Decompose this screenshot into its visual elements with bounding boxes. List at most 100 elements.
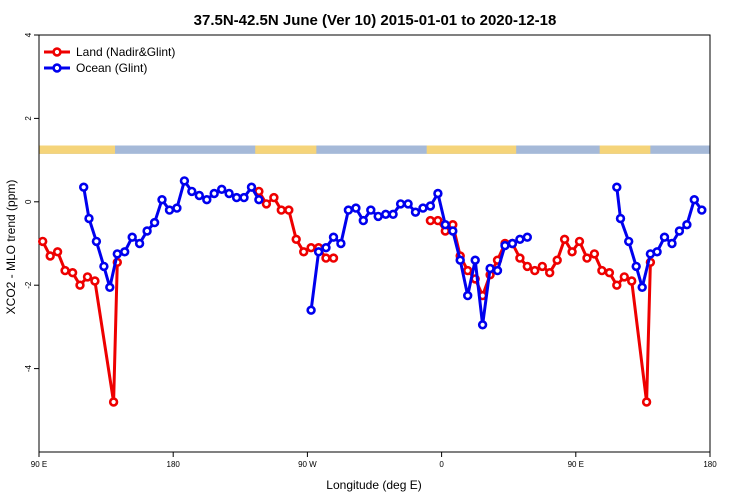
series-ocean-point bbox=[91, 236, 102, 247]
series-ocean-point bbox=[388, 209, 398, 220]
series-ocean-point bbox=[373, 211, 383, 222]
series-ocean-point bbox=[455, 255, 465, 265]
series-ocean-point bbox=[351, 203, 361, 213]
series-ocean-point bbox=[623, 236, 634, 247]
y-tick-label: 4 bbox=[24, 32, 33, 37]
series-land-point bbox=[537, 261, 547, 272]
series-land-point bbox=[82, 272, 93, 282]
series-ocean-point bbox=[336, 238, 346, 249]
series-ocean-point bbox=[343, 205, 354, 215]
series-land-point bbox=[619, 272, 629, 282]
x-tick-label: 180 bbox=[703, 460, 717, 469]
series-ocean-point bbox=[425, 201, 436, 211]
series-ocean-point bbox=[485, 263, 495, 274]
series-ocean-point bbox=[500, 240, 510, 251]
series-land-point bbox=[37, 236, 48, 247]
series-land-point bbox=[559, 234, 570, 245]
series-ocean-point bbox=[112, 249, 123, 259]
series-land-point bbox=[544, 268, 555, 278]
y-axis-label: XCO2 - MLO trend (ppm) bbox=[4, 180, 18, 315]
series-ocean-point bbox=[366, 205, 376, 215]
series-ocean-point bbox=[697, 205, 707, 215]
series-ocean-point bbox=[127, 232, 137, 242]
series-land-point bbox=[276, 205, 286, 215]
series-ocean-point bbox=[202, 195, 212, 205]
series-land-point bbox=[552, 255, 562, 265]
series-ocean-point bbox=[612, 182, 622, 192]
series-ocean-point bbox=[217, 184, 227, 195]
series-ocean-point bbox=[328, 232, 339, 242]
series-ocean-point bbox=[239, 192, 249, 203]
series-land-point bbox=[567, 247, 577, 257]
series-ocean-point bbox=[306, 305, 316, 315]
series-ocean-point bbox=[119, 247, 130, 257]
land-sea-band bbox=[39, 145, 710, 154]
series-ocean-point bbox=[515, 234, 525, 245]
series-ocean-point bbox=[689, 195, 699, 205]
series-land-point bbox=[261, 199, 272, 209]
series-ocean-point bbox=[84, 213, 94, 224]
series-land-point bbox=[574, 236, 585, 247]
land-band-segment bbox=[426, 145, 517, 154]
series-land-point bbox=[582, 253, 592, 263]
series-ocean-point bbox=[477, 320, 488, 330]
land-band-segment bbox=[599, 145, 651, 154]
series-layer bbox=[37, 176, 707, 407]
series-land-point bbox=[530, 265, 540, 276]
series-land-point bbox=[291, 234, 301, 245]
series-ocean-point bbox=[507, 238, 518, 249]
series-land-point bbox=[597, 265, 607, 276]
series-ocean-point bbox=[157, 195, 167, 205]
series-land-point bbox=[284, 205, 294, 215]
series-land-point bbox=[425, 215, 436, 226]
x-axis-label: Longitude (deg E) bbox=[326, 478, 421, 492]
series-ocean-point bbox=[682, 220, 692, 230]
series-land-point bbox=[612, 280, 622, 290]
series-ocean-point bbox=[659, 232, 670, 242]
x-tick-label: 0 bbox=[439, 460, 444, 469]
series-land-point bbox=[604, 268, 615, 278]
series-ocean-point bbox=[667, 238, 677, 249]
series-land-point bbox=[515, 253, 525, 263]
series-land-point bbox=[626, 276, 637, 286]
legend-ocean-marker bbox=[52, 63, 62, 73]
series-land-point bbox=[522, 261, 532, 272]
series-ocean-point bbox=[134, 238, 145, 249]
y-tick-label: 0 bbox=[24, 199, 33, 204]
x-tick-label: 90 W bbox=[298, 460, 317, 469]
series-ocean-point bbox=[179, 176, 190, 186]
series-land-point bbox=[45, 251, 55, 261]
land-band-segment bbox=[255, 145, 317, 154]
series-ocean-point bbox=[246, 182, 257, 192]
x-tick-label: 180 bbox=[167, 460, 181, 469]
series-ocean-point bbox=[637, 282, 647, 292]
series-ocean-point bbox=[403, 199, 413, 209]
series-ocean-point bbox=[99, 261, 109, 272]
series-ocean-point bbox=[448, 226, 458, 236]
series-ocean-point bbox=[395, 199, 406, 209]
series-land-point bbox=[328, 253, 339, 263]
series-land-point bbox=[463, 265, 473, 276]
series-land-point bbox=[589, 249, 600, 259]
series-land-point bbox=[52, 247, 63, 257]
series-land-point bbox=[299, 247, 309, 257]
series-ocean-point bbox=[433, 188, 443, 199]
series-ocean-point bbox=[440, 220, 450, 230]
series-land-point bbox=[269, 192, 279, 203]
series-ocean-point bbox=[105, 282, 115, 292]
series-land-point bbox=[75, 280, 85, 290]
series-ocean-point bbox=[492, 265, 503, 276]
series-land-point bbox=[321, 253, 331, 263]
x-tick-label: 90 E bbox=[568, 460, 584, 469]
series-ocean-point bbox=[652, 247, 662, 257]
series-land-point bbox=[641, 397, 652, 407]
legend: Land (Nadir&Glint) Ocean (Glint) bbox=[44, 45, 175, 75]
x-tick-label: 90 E bbox=[31, 460, 47, 469]
series-ocean-point bbox=[381, 209, 391, 220]
y-tick-label: -4 bbox=[24, 364, 33, 372]
series-ocean-point bbox=[254, 195, 264, 205]
series-ocean-point bbox=[164, 205, 175, 215]
y-tick-label: 2 bbox=[24, 116, 33, 121]
series-ocean-point bbox=[418, 203, 428, 213]
